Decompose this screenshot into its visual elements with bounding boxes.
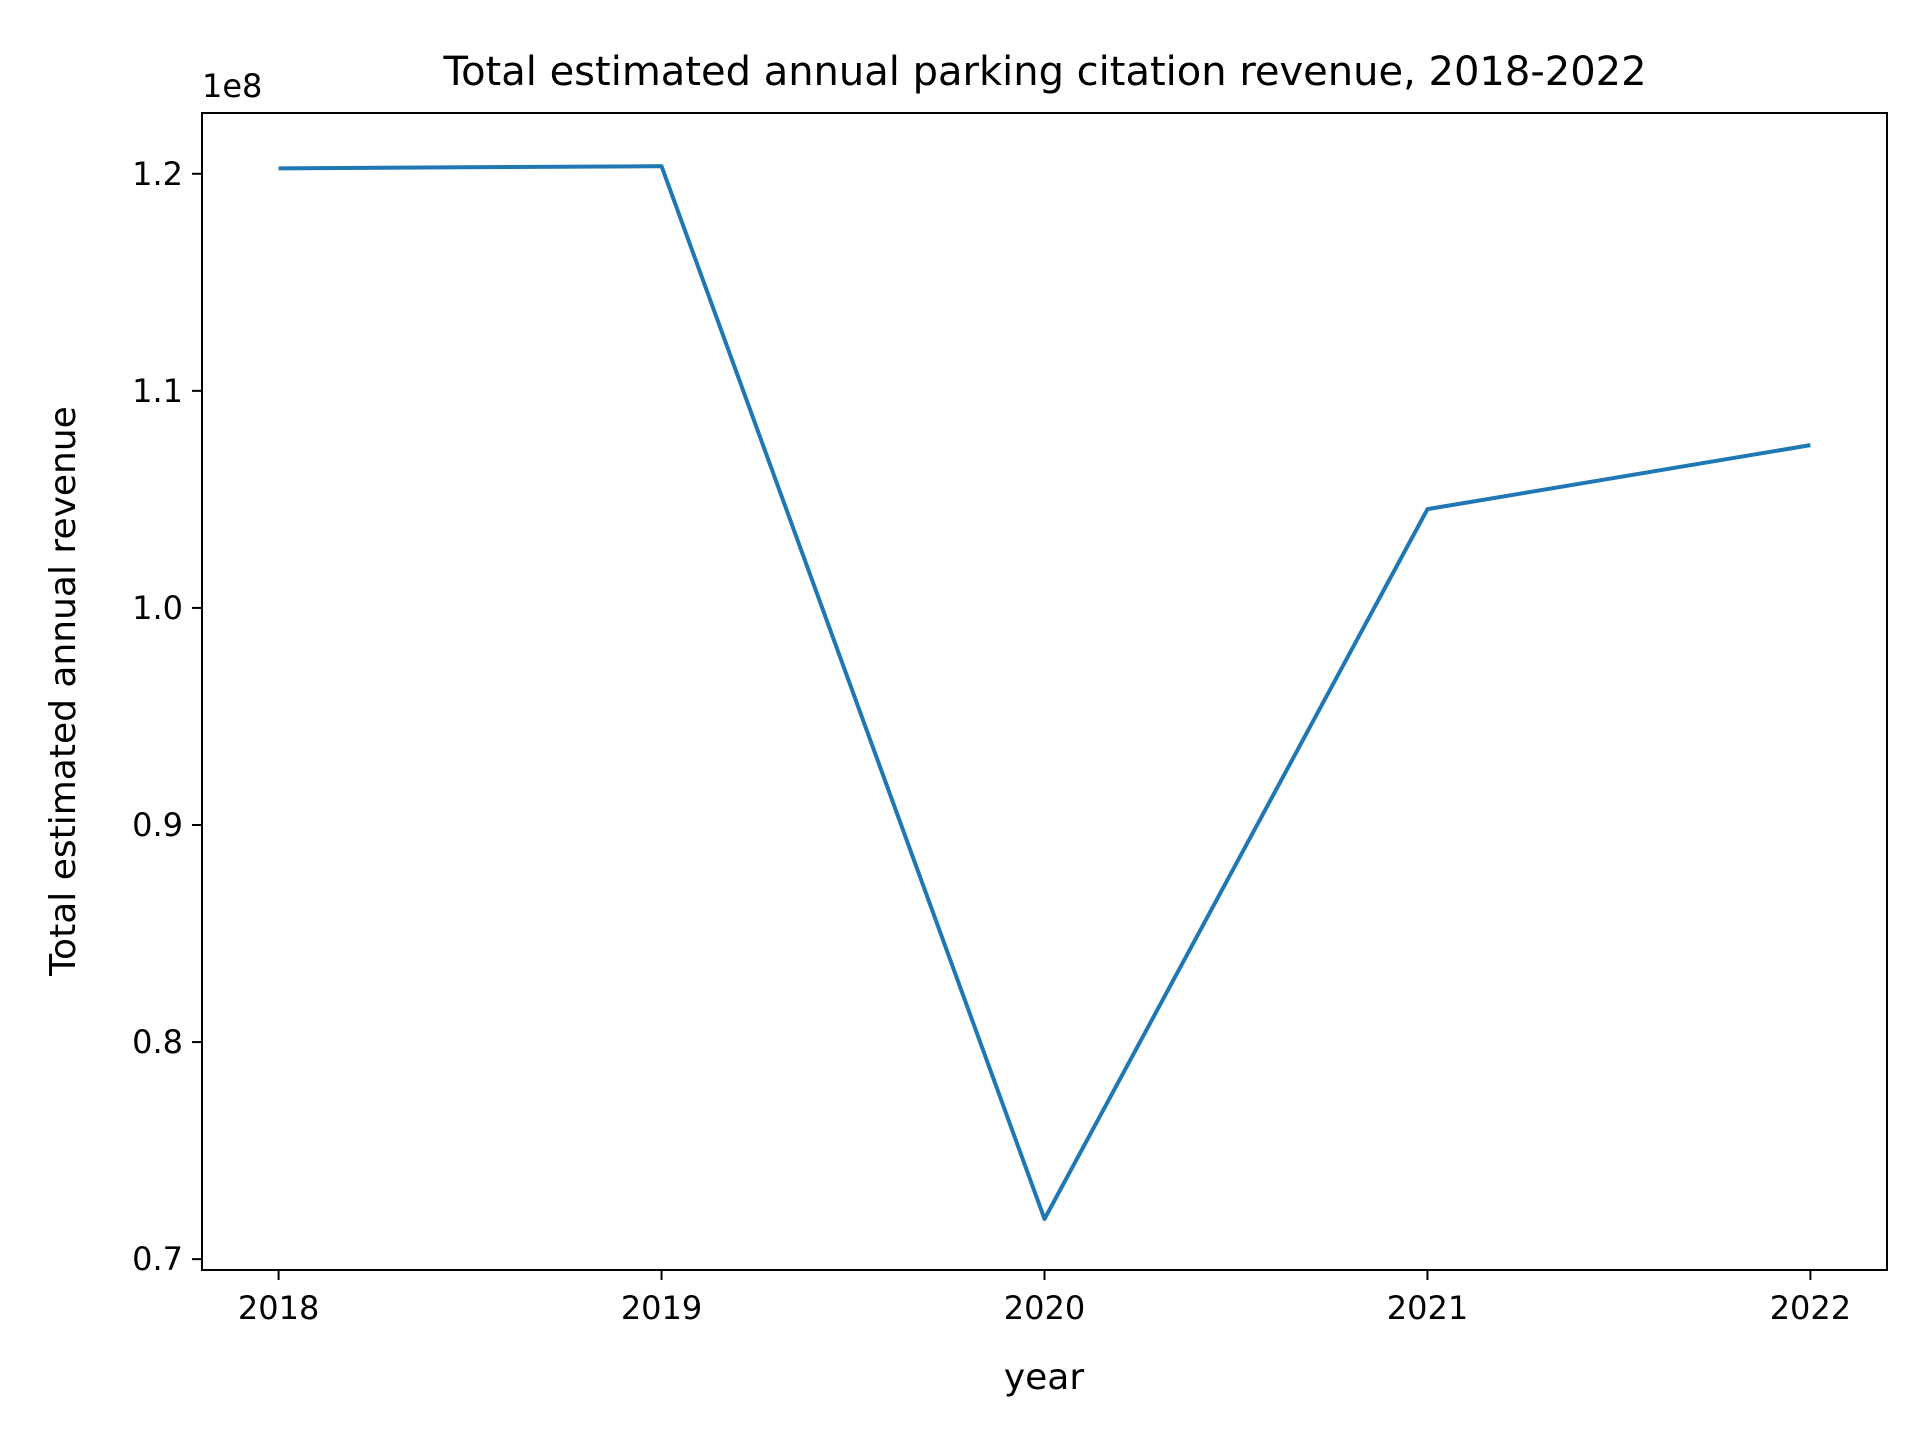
y-tick-label: 0.7 bbox=[132, 1240, 183, 1278]
y-tick-label: 1.1 bbox=[132, 372, 183, 410]
x-axis-ticks: 2018 2019 2020 2021 2022 bbox=[238, 1270, 1851, 1327]
y-axis-offset-label: 1e8 bbox=[202, 67, 262, 105]
series-line bbox=[278, 164, 1811, 1221]
y-axis-ticks: 0.7 0.8 0.9 1.0 1.1 1.2 bbox=[132, 155, 202, 1278]
y-tick-label: 1.2 bbox=[132, 155, 183, 193]
x-tick-label: 2020 bbox=[1004, 1289, 1085, 1327]
x-tick-label: 2021 bbox=[1387, 1289, 1468, 1327]
x-axis-label: year bbox=[1004, 1357, 1085, 1398]
y-tick-label: 0.8 bbox=[132, 1023, 183, 1061]
x-tick-label: 2022 bbox=[1770, 1289, 1851, 1327]
x-tick-label: 2018 bbox=[238, 1289, 319, 1327]
plot-area-frame bbox=[201, 112, 1888, 1271]
chart-title: Total estimated annual parking citation … bbox=[442, 49, 1646, 95]
y-tick-label: 0.9 bbox=[132, 806, 183, 844]
y-tick-label: 1.0 bbox=[132, 589, 183, 627]
series-layer bbox=[278, 164, 1811, 1221]
y-axis-label: Total estimated annual revenue bbox=[43, 406, 84, 977]
x-tick-label: 2019 bbox=[621, 1289, 702, 1327]
